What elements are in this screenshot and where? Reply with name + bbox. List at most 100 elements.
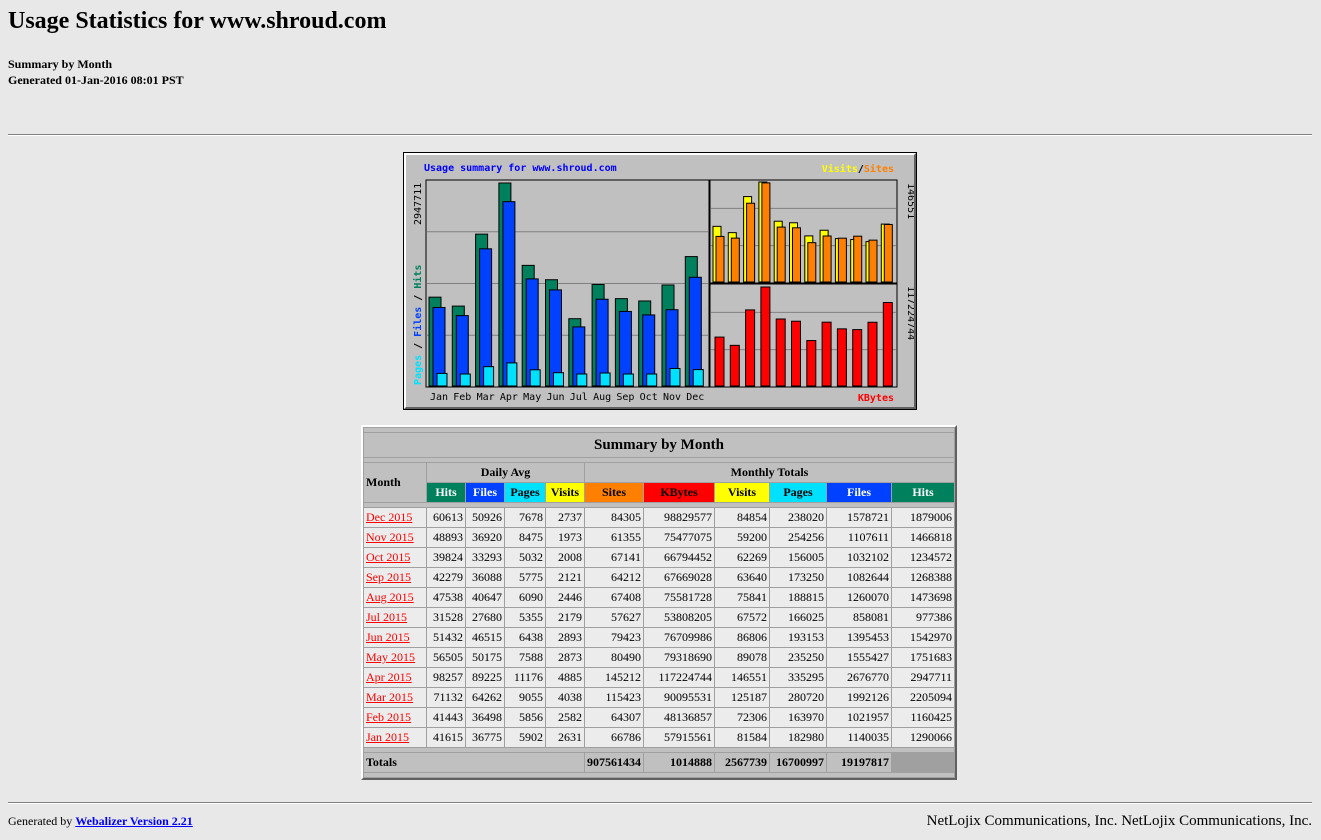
value-cell: 163970 (770, 708, 826, 727)
value-cell: 1140035 (827, 728, 891, 747)
webalizer-link[interactable]: Webalizer Version 2.21 (75, 814, 193, 828)
value-cell: 36088 (466, 568, 504, 587)
totals-visits: 1014888 (644, 753, 714, 772)
value-cell: 188815 (770, 588, 826, 607)
value-cell: 280720 (770, 688, 826, 707)
month-link[interactable]: Mar 2015 (366, 690, 413, 704)
pages-bar (459, 373, 471, 387)
month-header: Month (364, 463, 426, 502)
value-cell: 66786 (585, 728, 643, 747)
value-cell: 39824 (427, 548, 465, 567)
totals-files: 16700997 (770, 753, 826, 772)
value-cell: 4038 (546, 688, 584, 707)
pages-bar (436, 372, 448, 387)
table-row: Aug 2015 47538 40647 6090 2446 67408 75581728 7… (364, 588, 954, 607)
value-cell: 51432 (427, 628, 465, 647)
month-cell: Nov 2015 (364, 528, 426, 547)
value-cell: 89225 (466, 668, 504, 687)
value-cell: 1555427 (827, 648, 891, 667)
table-row: May 2015 56505 50175 7588 2873 80490 79318690 8… (364, 648, 954, 667)
sites-bar (746, 202, 756, 283)
value-cell: 84305 (585, 508, 643, 527)
graph-title: Usage summary for www.shroud.com (424, 163, 617, 174)
value-cell: 2873 (546, 648, 584, 667)
value-cell: 173250 (770, 568, 826, 587)
value-cell: 2947711 (892, 668, 954, 687)
table-row: Feb 2015 41443 36498 5856 2582 64307 48136857 7… (364, 708, 954, 727)
month-tick-label: Jan (430, 392, 448, 403)
month-link[interactable]: Jun 2015 (366, 630, 410, 644)
table-row: Dec 2015 60613 50926 7678 2737 84305 98829577 8… (364, 508, 954, 527)
value-cell: 1160425 (892, 708, 954, 727)
value-cell: 117224744 (644, 668, 714, 687)
month-link[interactable]: Nov 2015 (366, 530, 414, 544)
value-cell: 1082644 (827, 568, 891, 587)
value-cell: 64307 (585, 708, 643, 727)
totals-pages: 2567739 (715, 753, 769, 772)
value-cell: 145212 (585, 668, 643, 687)
value-cell: 67408 (585, 588, 643, 607)
pages-bar (483, 366, 495, 387)
table-row: Jul 2015 31528 27680 5355 2179 57627 53808205 6… (364, 608, 954, 627)
month-link[interactable]: May 2015 (366, 650, 415, 664)
value-cell: 156005 (770, 548, 826, 567)
value-cell: 36498 (466, 708, 504, 727)
value-cell: 48136857 (644, 708, 714, 727)
kbytes-bar (852, 329, 863, 387)
value-cell: 64262 (466, 688, 504, 707)
value-cell: 79423 (585, 628, 643, 647)
monthly-sites-header: Sites (585, 483, 643, 502)
page-title: Usage Statistics for www.shroud.com (8, 8, 387, 34)
value-cell: 2179 (546, 608, 584, 627)
month-link[interactable]: Sep 2015 (366, 570, 411, 584)
value-cell: 193153 (770, 628, 826, 647)
table-row: Mar 2015 71132 64262 9055 4038 115423 90095531… (364, 688, 954, 707)
month-link[interactable]: Dec 2015 (366, 510, 413, 524)
value-cell: 62269 (715, 548, 769, 567)
right-top-axis-max: 146551 (905, 183, 914, 219)
value-cell: 86806 (715, 628, 769, 647)
month-link[interactable]: Jan 2015 (366, 730, 409, 744)
month-cell: Dec 2015 (364, 508, 426, 527)
sites-bar (792, 227, 801, 283)
month-tick-label: Oct (640, 392, 658, 403)
kbytes-bar (867, 321, 878, 387)
value-cell: 67141 (585, 548, 643, 567)
month-cell: Sep 2015 (364, 568, 426, 587)
month-link[interactable]: Feb 2015 (366, 710, 411, 724)
value-cell: 63640 (715, 568, 769, 587)
value-cell: 33293 (466, 548, 504, 567)
kbytes-bar (729, 344, 740, 387)
month-link[interactable]: Aug 2015 (366, 590, 414, 604)
month-link[interactable]: Jul 2015 (366, 610, 408, 624)
table-top-gap (364, 428, 954, 432)
usage-summary-graph: Jan Feb Mar Apr May Jun Jul Aug Sep Oct Nov Dec Usa… (403, 152, 917, 410)
value-cell: 27680 (466, 608, 504, 627)
kbytes-bar (821, 321, 832, 387)
totals-label: Totals (364, 753, 584, 772)
generated-date: Generated 01-Jan-2016 08:01 PST (8, 73, 184, 87)
month-tick-label: Jun (546, 392, 564, 403)
value-cell: 75477075 (644, 528, 714, 547)
value-cell: 6438 (505, 628, 545, 647)
value-cell: 115423 (585, 688, 643, 707)
value-cell: 5775 (505, 568, 545, 587)
month-cell: Feb 2015 (364, 708, 426, 727)
daily-avg-header: Daily Avg (427, 463, 584, 482)
month-cell: Oct 2015 (364, 548, 426, 567)
totals-kbytes: 907561434 (585, 753, 643, 772)
sites-bar (715, 235, 725, 283)
month-link[interactable]: Oct 2015 (366, 550, 411, 564)
value-cell: 11176 (505, 668, 545, 687)
month-tick-label: May (523, 392, 541, 403)
pages-bar (553, 372, 564, 387)
value-cell: 61355 (585, 528, 643, 547)
monthly-visits-header: Visits (715, 483, 769, 502)
summary-table: Summary by Month Month Daily Avg Monthly… (361, 425, 957, 780)
value-cell: 75581728 (644, 588, 714, 607)
value-cell: 7588 (505, 648, 545, 667)
monthly-hits-header: Hits (892, 483, 954, 502)
legend-files: Files (412, 307, 424, 337)
month-link[interactable]: Apr 2015 (366, 670, 412, 684)
kbytes-bar (836, 328, 847, 387)
